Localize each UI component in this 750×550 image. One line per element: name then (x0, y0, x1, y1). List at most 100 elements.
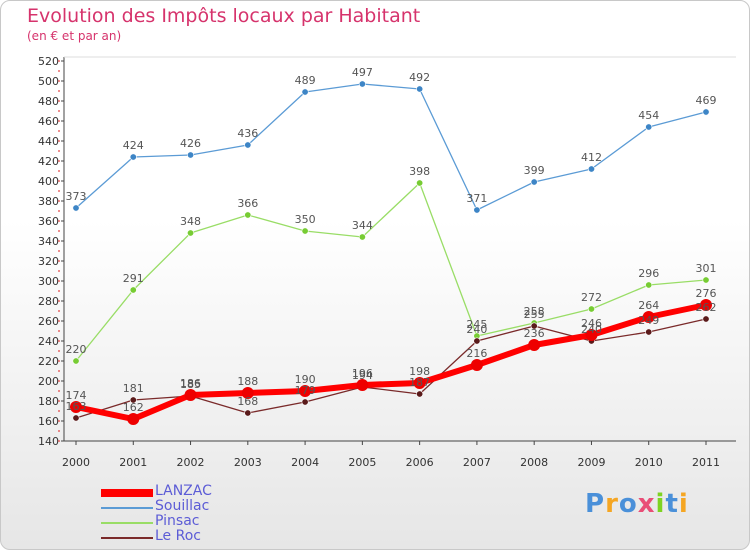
y-tick-label: 480 (38, 95, 59, 108)
x-tick-label: 2002 (177, 456, 205, 469)
x-tick-label: 2000 (62, 456, 90, 469)
data-point (301, 88, 309, 96)
logo-letter: r (605, 489, 619, 519)
y-tick-label: 160 (38, 415, 59, 428)
y-tick-label: 400 (38, 175, 59, 188)
y-tick-label: 380 (38, 195, 59, 208)
y-tick-label: 340 (38, 235, 59, 248)
data-point (129, 153, 137, 161)
data-label: 163 (66, 400, 87, 413)
data-label: 350 (295, 213, 316, 226)
y-tick-label: 280 (38, 295, 59, 308)
data-point (585, 329, 598, 341)
data-label: 186 (180, 377, 201, 390)
data-point (700, 299, 712, 311)
logo-letter: x (637, 489, 656, 519)
data-label: 424 (123, 139, 144, 152)
data-point (413, 377, 426, 389)
data-point (416, 179, 424, 187)
data-point (72, 204, 80, 212)
y-tick-label: 320 (38, 255, 59, 268)
y-tick-label: 460 (38, 115, 59, 128)
data-point (184, 389, 197, 401)
data-label: 179 (295, 384, 316, 397)
data-label: 216 (466, 347, 487, 360)
y-tick-label: 240 (38, 335, 59, 348)
y-tick-label: 420 (38, 155, 59, 168)
legend-swatch (101, 507, 153, 509)
data-label: 196 (352, 367, 373, 380)
x-tick-label: 2010 (635, 456, 663, 469)
data-label: 398 (409, 165, 430, 178)
legend-swatch (101, 537, 153, 539)
data-label: 497 (352, 66, 373, 79)
data-point (358, 80, 366, 88)
data-label: 436 (237, 127, 258, 140)
data-point (358, 233, 366, 241)
data-label: 236 (524, 327, 545, 340)
x-tick-label: 2003 (234, 456, 262, 469)
y-tick-label: 440 (38, 135, 59, 148)
data-point (473, 206, 481, 214)
data-label: 454 (638, 109, 659, 122)
data-label: 412 (581, 151, 602, 164)
data-point (244, 141, 252, 149)
legend-label: LANZAC (155, 483, 212, 499)
data-label: 168 (237, 395, 258, 408)
data-point (702, 276, 710, 284)
y-tick-label: 180 (38, 395, 59, 408)
data-label: 174 (66, 389, 87, 402)
data-point (702, 315, 710, 323)
x-tick-label: 2011 (692, 456, 720, 469)
data-point (129, 286, 137, 294)
data-label: 220 (66, 343, 87, 356)
data-label: 185 (180, 378, 201, 391)
series-line-lanzac (73, 302, 709, 422)
data-point (244, 409, 252, 417)
data-label: 348 (180, 215, 201, 228)
legend-label: Le Roc (155, 528, 201, 544)
legend-label: Souillac (155, 498, 210, 514)
data-label: 366 (237, 197, 258, 210)
y-tick-label: 140 (38, 435, 59, 448)
proxiti-logo: Proxiti (585, 489, 689, 519)
data-label: 371 (466, 192, 487, 205)
x-tick-label: 2009 (577, 456, 605, 469)
chart-subtitle: (en € et par an) (27, 29, 122, 43)
data-point (416, 390, 424, 398)
data-label: 181 (123, 382, 144, 395)
legend-label: Pinsac (155, 513, 200, 529)
data-label: 249 (638, 314, 659, 327)
data-point (241, 387, 254, 399)
legend-swatch (101, 522, 153, 524)
data-point (473, 337, 481, 345)
data-label: 194 (352, 369, 373, 382)
series-line-pinsac (75, 182, 707, 362)
data-label: 255 (524, 308, 545, 321)
data-point (301, 398, 309, 406)
data-label: 246 (581, 317, 602, 330)
data-point (70, 401, 82, 413)
data-label: 187 (409, 376, 430, 389)
y-tick-label: 500 (38, 75, 59, 88)
x-tick-label: 2005 (348, 456, 376, 469)
data-point (299, 385, 312, 397)
y-tick-label: 260 (38, 315, 59, 328)
data-label: 245 (466, 318, 487, 331)
data-point (129, 396, 137, 404)
data-label: 162 (123, 401, 144, 414)
y-tick-label: 220 (38, 355, 59, 368)
logo-letter: P (585, 489, 606, 519)
data-point (127, 413, 140, 425)
data-label: 264 (638, 299, 659, 312)
series-line-souillac (75, 83, 707, 211)
data-label: 489 (295, 74, 316, 87)
legend-swatch (101, 489, 153, 497)
data-label: 262 (696, 301, 717, 314)
data-label: 373 (66, 190, 87, 203)
data-point (587, 305, 595, 313)
data-point (187, 229, 195, 237)
data-label: 469 (696, 94, 717, 107)
